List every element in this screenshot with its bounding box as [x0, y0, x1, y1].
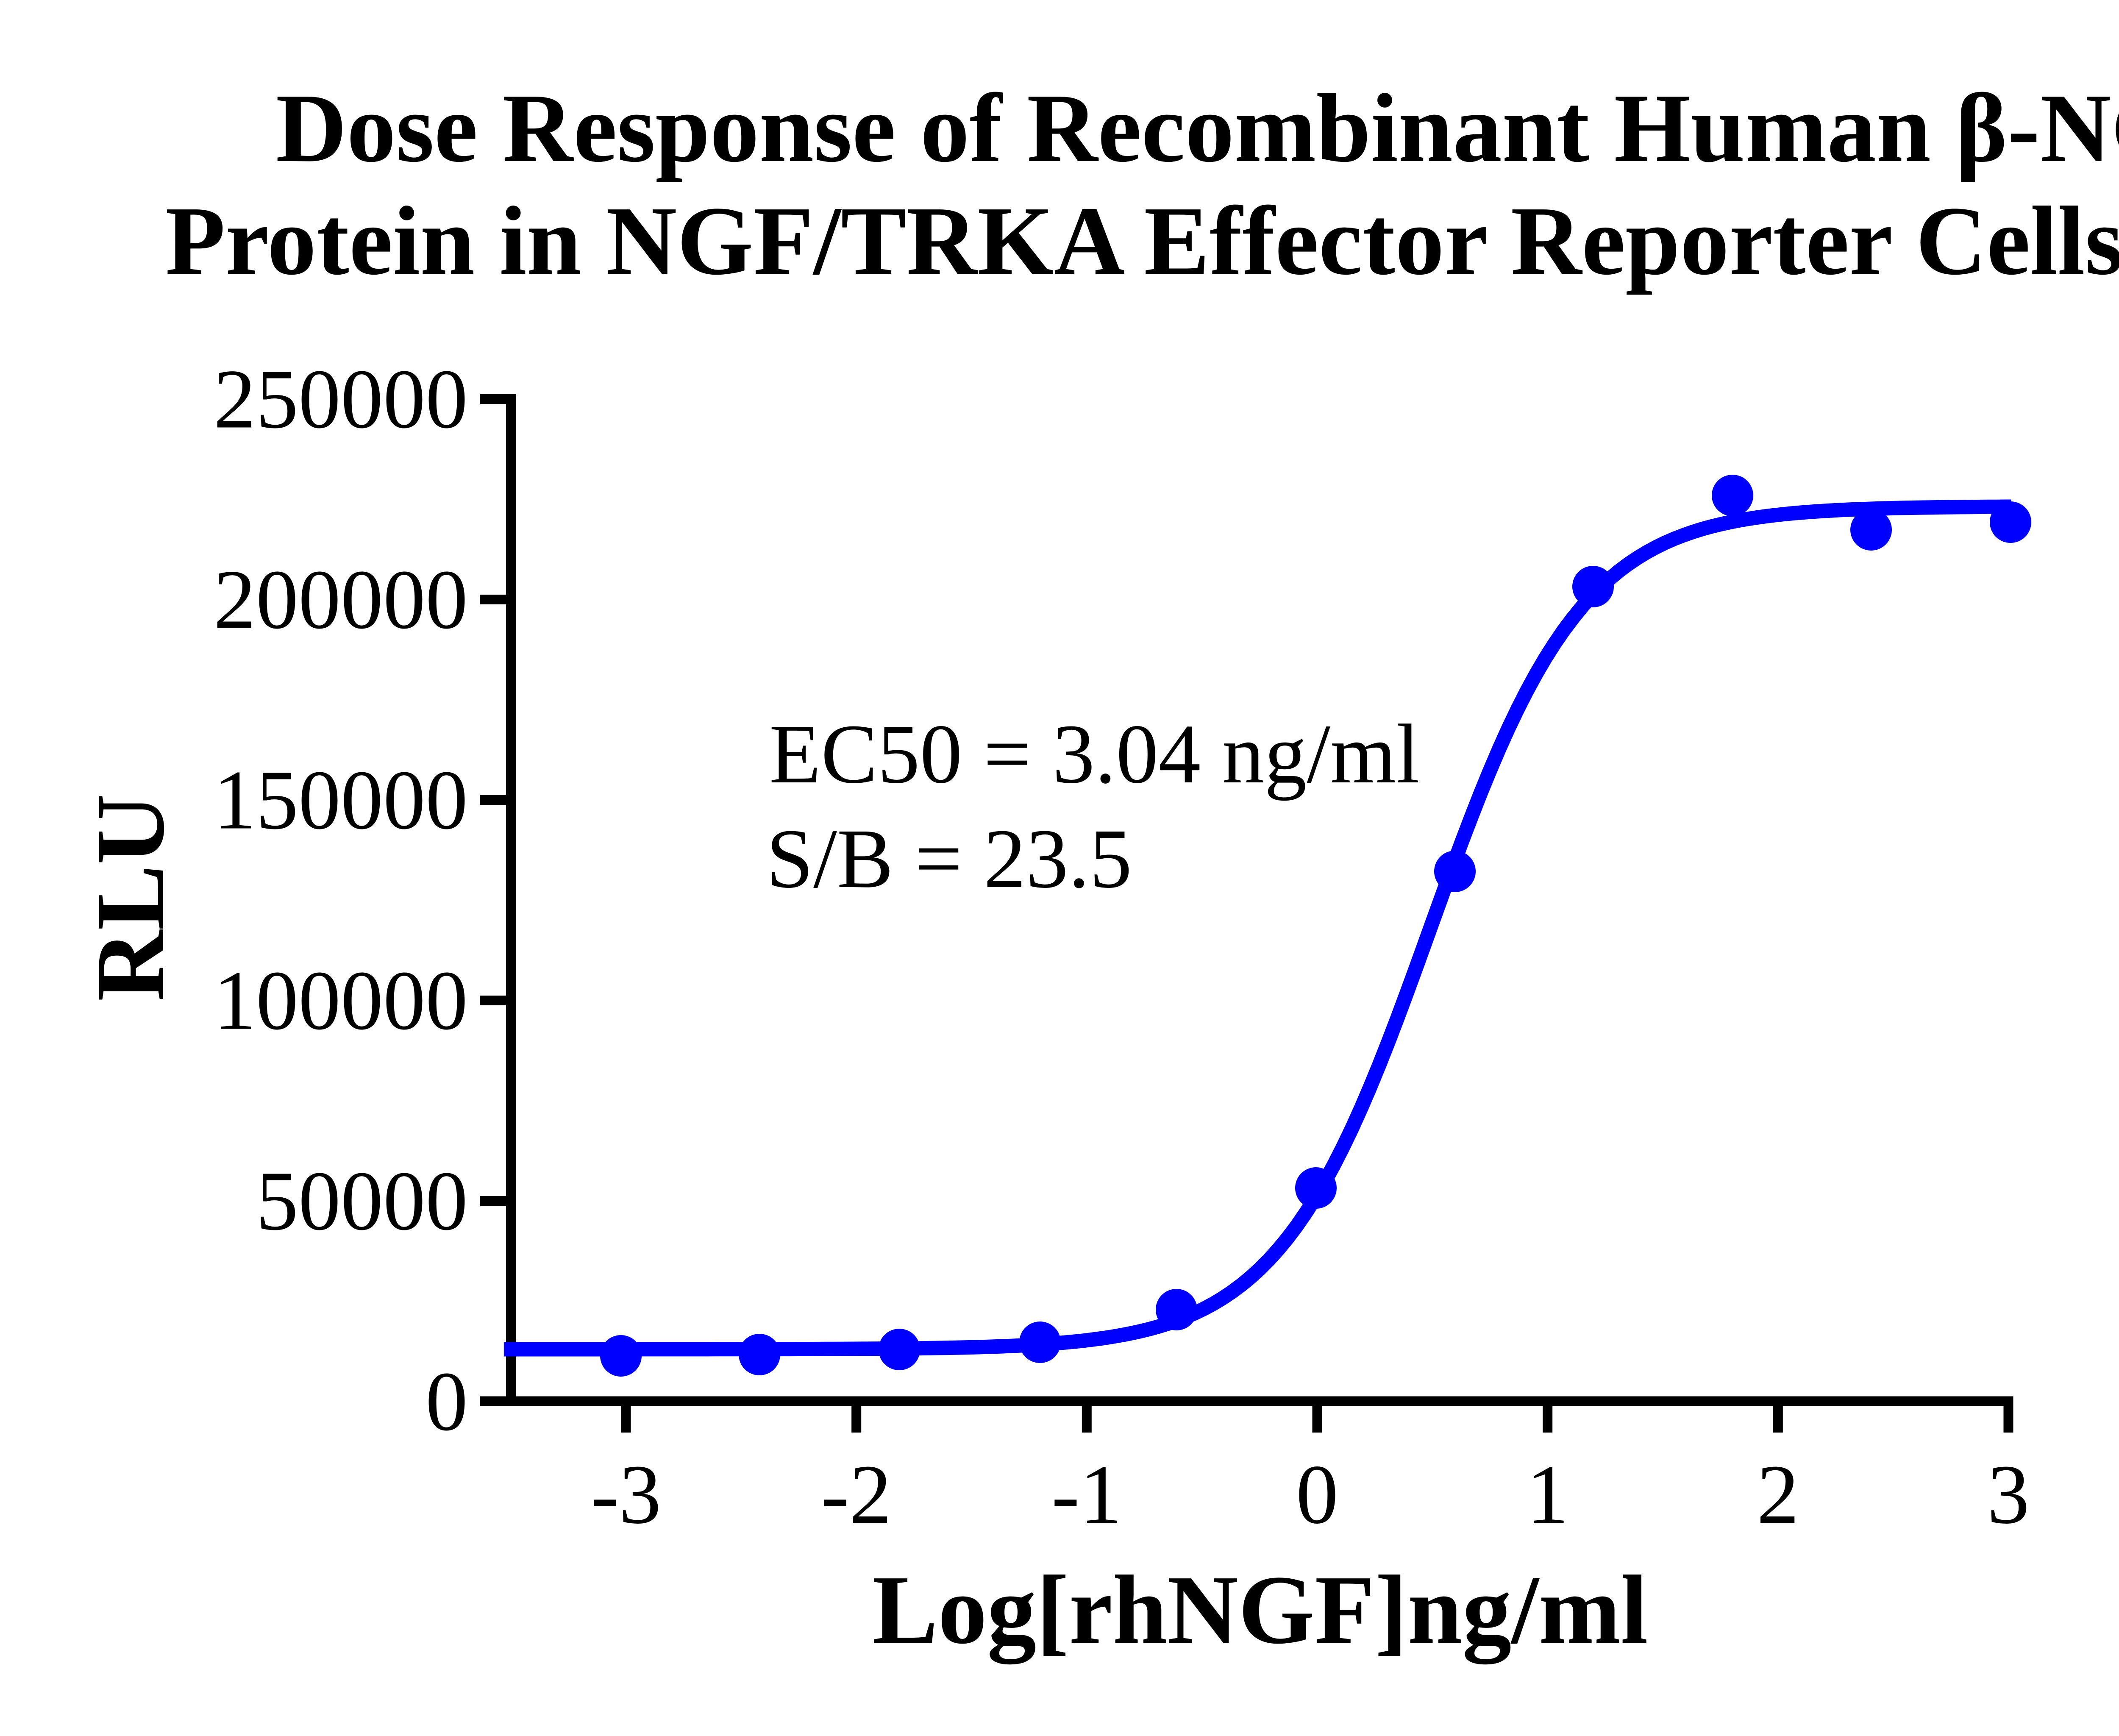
svg-text:Dose Response of Recombinant H: Dose Response of Recombinant Human β-NGF [276, 74, 2119, 183]
svg-text:150000: 150000 [214, 754, 468, 847]
svg-text:2: 2 [1757, 1448, 1799, 1541]
svg-text:-1: -1 [1051, 1448, 1122, 1541]
svg-text:-2: -2 [821, 1448, 892, 1541]
svg-text:Log[rhNGF]ng/ml: Log[rhNGF]ng/ml [872, 1555, 1648, 1664]
svg-text:Protein in NGF/TRKA Effector R: Protein in NGF/TRKA Effector Reporter Ce… [165, 186, 2119, 295]
svg-text:0: 0 [425, 1355, 468, 1449]
svg-text:50000: 50000 [256, 1155, 468, 1248]
svg-text:0: 0 [1296, 1448, 1338, 1541]
svg-text:RLU: RLU [76, 794, 185, 1002]
svg-text:250000: 250000 [214, 353, 468, 446]
svg-text:200000: 200000 [214, 553, 468, 647]
svg-text:S/B = 23.5: S/B = 23.5 [766, 812, 1132, 906]
svg-text:100000: 100000 [214, 954, 468, 1048]
svg-text:EC50 = 3.04 ng/ml: EC50 = 3.04 ng/ml [769, 707, 1420, 801]
svg-text:3: 3 [1987, 1448, 2030, 1541]
svg-text:-3: -3 [591, 1448, 662, 1541]
svg-text:1: 1 [1527, 1448, 1569, 1541]
